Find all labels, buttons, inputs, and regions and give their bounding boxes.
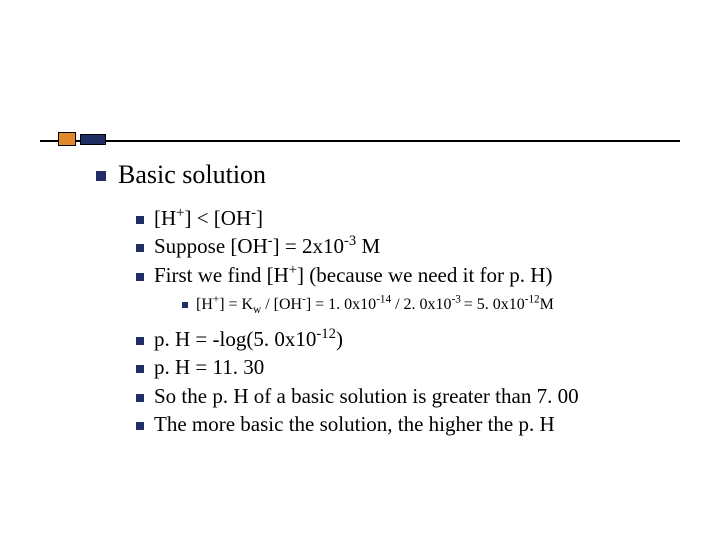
sup: -12 <box>316 326 336 342</box>
sup: + <box>289 262 297 278</box>
text: / [OH <box>261 296 302 313</box>
text: ] = 2x10 <box>273 234 344 258</box>
point-4: p. H = -log(5. 0x10-12) <box>136 325 680 353</box>
rule-line <box>40 140 680 142</box>
text: [H <box>154 206 176 230</box>
bullet-icon <box>136 394 144 402</box>
accent-orange <box>58 132 76 146</box>
sub: w <box>253 304 261 316</box>
text: ] <box>256 206 263 230</box>
point-6: So the p. H of a basic solution is great… <box>136 382 680 410</box>
header-rule <box>40 132 680 146</box>
bullet-icon <box>136 244 144 252</box>
point-5: p. H = 11. 30 <box>136 353 680 381</box>
text: The more basic the solution, the higher … <box>154 412 555 436</box>
text: Suppose [OH <box>154 234 268 258</box>
bullet-icon <box>96 171 106 181</box>
text: p. H = 11. 30 <box>154 355 264 379</box>
heading-line: Basic solution <box>96 160 680 190</box>
bullet-icon <box>136 365 144 373</box>
text: ] = 1. 0x10 <box>306 296 376 313</box>
text: [H <box>196 296 213 313</box>
text: ] = K <box>219 296 253 313</box>
sup: -14 <box>376 294 391 306</box>
sup: -3 <box>452 294 464 306</box>
bullet-icon <box>136 337 144 345</box>
text: ] (because we need it for p. H) <box>297 263 552 287</box>
text: ] < [OH <box>184 206 251 230</box>
text: / 2. 0x10 <box>391 296 451 313</box>
sup: -3 <box>344 233 356 249</box>
point-2: Suppose [OH-] = 2x10-3 M <box>136 232 680 260</box>
slide-content: Basic solution [H+] < [OH-] Suppose [OH-… <box>96 160 680 438</box>
point-1: [H+] < [OH-] <box>136 204 680 232</box>
text: First we find [H <box>154 263 289 287</box>
text: M <box>540 296 554 313</box>
text: So the p. H of a basic solution is great… <box>154 384 579 408</box>
text: M <box>356 234 380 258</box>
bullet-icon <box>182 302 188 308</box>
bullet-icon <box>136 422 144 430</box>
sub-point: [H+] = Kw / [OH-] = 1. 0x10-14 / 2. 0x10… <box>182 293 680 317</box>
text: p. H = -log(5. 0x10 <box>154 327 316 351</box>
bullet-icon <box>136 216 144 224</box>
text: ) <box>336 327 343 351</box>
heading-text: Basic solution <box>118 160 266 189</box>
text: = 5. 0x10 <box>464 296 525 313</box>
point-7: The more basic the solution, the higher … <box>136 410 680 438</box>
bullet-icon <box>136 273 144 281</box>
sup: -12 <box>525 294 540 306</box>
point-3: First we find [H+] (because we need it f… <box>136 261 680 289</box>
accent-navy <box>80 134 106 145</box>
